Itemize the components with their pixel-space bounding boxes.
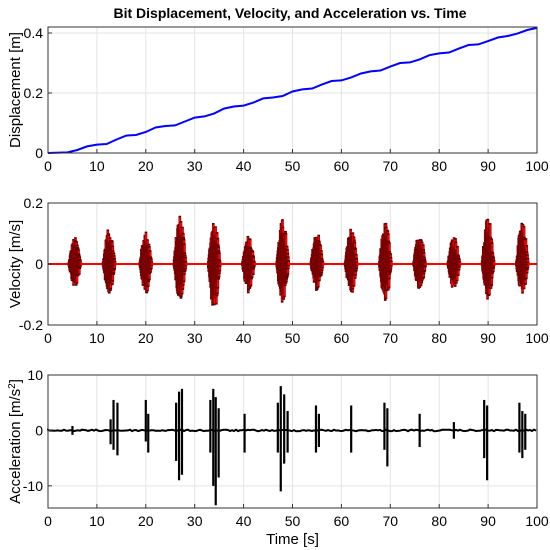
x-tick-label: 80 (431, 513, 447, 529)
x-tick-label: 40 (236, 513, 252, 529)
x-tick-label: 0 (44, 158, 52, 174)
x-tick-label: 20 (138, 513, 154, 529)
x-tick-label: 30 (187, 330, 203, 346)
x-tick-label: 20 (138, 158, 154, 174)
y-tick-label: -10 (23, 478, 43, 494)
x-tick-label: 10 (89, 330, 105, 346)
velocity-burst (343, 228, 359, 293)
x-tick-label: 50 (285, 513, 301, 529)
x-tick-label: 30 (187, 513, 203, 529)
velocity-burst (412, 238, 427, 289)
x-tick-label: 10 (89, 158, 105, 174)
x-tick-label: 0 (44, 513, 52, 529)
superscript: 2 (7, 383, 18, 389)
y-axis-label: Displacement [m] (7, 32, 24, 148)
velocity-burst (480, 218, 496, 300)
x-tick-label: 70 (383, 330, 399, 346)
y-tick-label: -0.2 (19, 317, 43, 333)
velocity-burst (138, 231, 154, 294)
x-tick-label: 80 (431, 330, 447, 346)
x-tick-label: 20 (138, 330, 154, 346)
x-tick-label: 30 (187, 158, 203, 174)
velocity-burst (515, 222, 530, 294)
y-tick-label: 0.2 (24, 195, 44, 211)
x-tick-label: 70 (383, 513, 399, 529)
y-tick-label: 0.4 (24, 25, 44, 41)
y-tick-label: 10 (27, 367, 43, 383)
y-axis-label: Velocity [m/s] (7, 220, 24, 308)
velocity-burst (275, 219, 290, 303)
x-tick-label: 100 (525, 158, 549, 174)
x-tick-label: 10 (89, 513, 105, 529)
x-tick-label: 90 (480, 513, 496, 529)
velocity-burst (206, 223, 222, 306)
displacement-panel: 0 10 20 30 40 50 60 70 80 90 100 0 0.2 0.4Displacemen… (7, 25, 549, 174)
y-tick-label: 0 (35, 422, 43, 438)
x-tick-label: 40 (236, 330, 252, 346)
figure-title: Bit Displacement, Velocity, and Accelera… (114, 5, 467, 21)
displacement-line (47, 26, 538, 154)
velocity-burst (172, 215, 188, 299)
x-tick-label: 100 (525, 330, 549, 346)
x-tick-label: 100 (525, 513, 549, 529)
velocity-burst (67, 237, 83, 286)
y-tick-label: 0 (35, 256, 43, 272)
x-tick-label: 60 (334, 513, 350, 529)
y-tick-label: 0.2 (24, 85, 44, 101)
x-tick-label: 70 (383, 158, 399, 174)
x-tick-label: 0 (44, 330, 52, 346)
x-tick-label: 50 (285, 330, 301, 346)
acceleration-panel: 0 10 20 30 40 50 60 70 80 90 100-10010Acceleration… (7, 367, 549, 548)
x-tick-label: 60 (334, 330, 350, 346)
x-tick-label: 90 (480, 330, 496, 346)
velocity-burst (446, 237, 462, 288)
x-tick-label: 50 (285, 158, 301, 174)
velocity-burst (378, 222, 393, 301)
y-axis-label: Acceleration [m/s2] (7, 379, 25, 504)
velocity-burst (101, 229, 117, 294)
x-tick-label: 80 (431, 158, 447, 174)
velocity-burst (309, 234, 325, 291)
x-tick-label: 40 (236, 158, 252, 174)
x-axis-label: Time [s] (266, 531, 319, 548)
y-tick-label: 0 (35, 145, 43, 161)
x-tick-label: 60 (334, 158, 350, 174)
velocity-burst (241, 235, 256, 294)
x-tick-label: 90 (480, 158, 496, 174)
